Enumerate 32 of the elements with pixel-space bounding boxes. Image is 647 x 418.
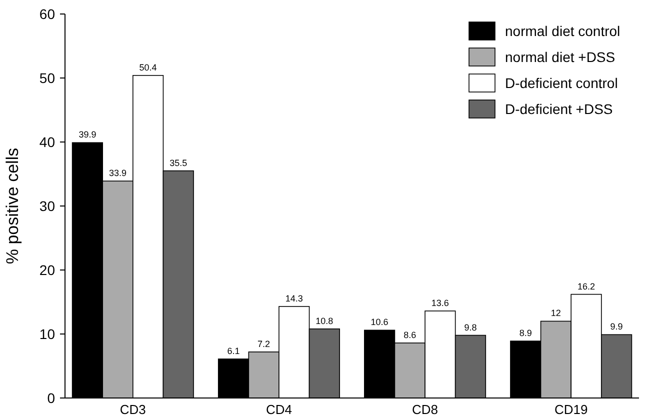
data-label: 14.3: [285, 293, 303, 304]
y-tick-label: 10: [39, 326, 56, 342]
data-label: 6.1: [227, 346, 240, 356]
y-tick-label: 50: [39, 70, 56, 86]
data-label: 7.2: [258, 338, 270, 349]
data-label: 16.2: [577, 281, 596, 292]
data-label: 39.9: [78, 130, 96, 140]
data-label: 8.6: [404, 330, 416, 340]
x-tick-label: CD3: [120, 402, 146, 417]
data-label: 10.6: [370, 317, 388, 328]
data-label: 9.8: [464, 322, 477, 332]
y-tick-label: 20: [39, 262, 56, 278]
data-label: 10.8: [316, 316, 334, 326]
x-tick-label: CD8: [412, 402, 438, 417]
x-tick-label: CD4: [266, 402, 292, 417]
data-label: 50.4: [139, 62, 157, 72]
y-tick-label: 0: [47, 390, 56, 406]
legend-label: normal diet control: [505, 22, 620, 39]
y-tick-label: 60: [39, 6, 56, 22]
legend-label: D-deficient +DSS: [505, 100, 613, 117]
y-tick-label: 40: [39, 134, 56, 150]
legend-label: D-deficient control: [505, 74, 618, 91]
y-tick-label: 30: [39, 198, 56, 214]
data-label: 33.9: [108, 168, 127, 178]
x-tick-label: CD19: [554, 402, 588, 417]
y-axis-title: % positive cells: [3, 148, 22, 264]
data-label: 13.6: [431, 298, 449, 308]
data-label: 35.5: [170, 158, 188, 168]
data-label: 9.9: [610, 322, 623, 332]
data-label: 8.9: [519, 328, 532, 338]
legend-label: normal diet +DSS: [505, 48, 616, 65]
data-label: 12: [550, 308, 561, 318]
